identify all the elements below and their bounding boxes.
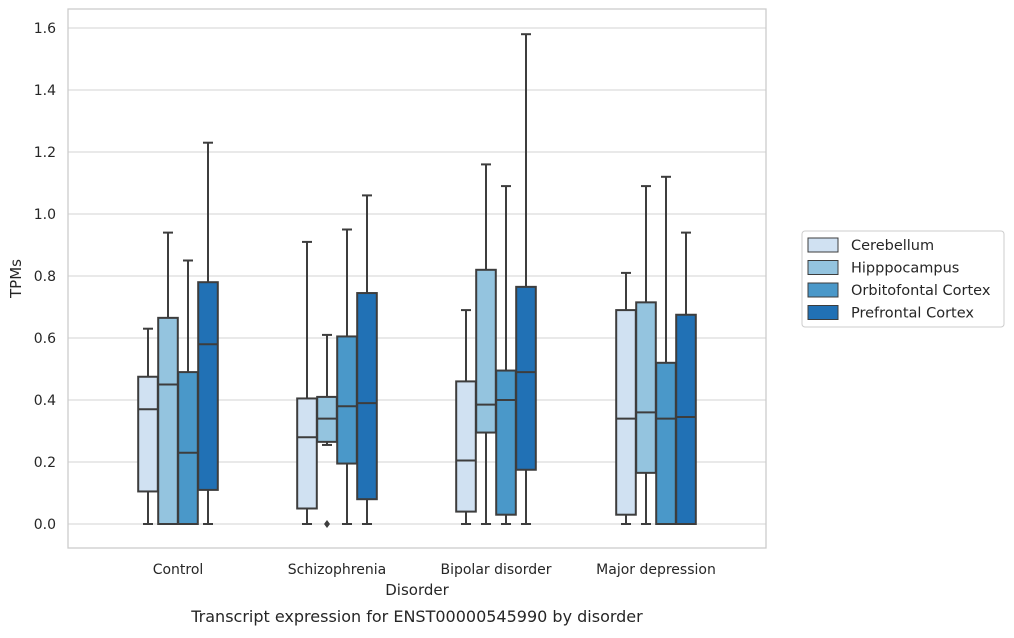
box-body — [475, 268, 497, 434]
y-tick-label: 0.0 — [34, 517, 56, 533]
legend-swatch-orbitofontal-cortex — [807, 282, 839, 298]
y-axis-ticks: 0.0 0.2 0.4 0.6 0.8 1.0 1.2 1.4 1.6 — [34, 21, 56, 533]
legend: Cerebellum Hipppocampus Orbitofontal Corte… — [801, 230, 1005, 328]
box-body — [356, 292, 378, 501]
y-tick-label: 0.4 — [34, 393, 56, 409]
box-cerebellum-bipolar-disorder — [455, 309, 477, 525]
box-prefrontal-cortex-schizophrenia — [356, 194, 378, 525]
box-body — [296, 397, 318, 510]
x-tick-label-bipolar-disorder: Bipolar disorder — [440, 562, 551, 578]
legend-swatch-cerebellum — [807, 237, 839, 253]
box-hipppocampus-major-depression — [635, 185, 657, 525]
box-prefrontal-cortex-major-depression — [675, 231, 697, 525]
outlier-point — [324, 520, 330, 528]
y-tick-label: 1.4 — [34, 83, 56, 99]
box-body — [197, 281, 219, 491]
x-axis-label: Disorder — [385, 581, 449, 599]
y-tick-label: 1.0 — [34, 207, 56, 223]
y-tick-label: 1.2 — [34, 145, 56, 161]
box-body — [635, 301, 657, 474]
x-tick-label-schizophrenia: Schizophrenia — [288, 562, 386, 578]
box-prefrontal-cortex-control — [197, 141, 219, 525]
box-orbitofontal-cortex-major-depression — [655, 175, 677, 525]
legend-frame — [801, 230, 1005, 328]
box-cerebellum-schizophrenia — [296, 240, 318, 525]
legend-label-orbitofontal-cortex: Orbitofontal Cortex — [851, 283, 991, 299]
legend-label-cerebellum: Cerebellum — [851, 238, 934, 254]
box-body — [495, 369, 517, 516]
legend-label-prefrontal-cortex: Prefrontal Cortex — [851, 306, 974, 322]
box-body — [157, 316, 179, 525]
y-tick-label: 0.8 — [34, 269, 56, 285]
box-body — [615, 309, 637, 516]
box-body — [137, 375, 159, 493]
box-cerebellum-control — [137, 327, 159, 525]
box-layer — [137, 33, 697, 528]
y-tick-label: 0.2 — [34, 455, 56, 471]
y-tick-label: 0.6 — [34, 331, 56, 347]
x-tick-label-major-depression: Major depression — [596, 562, 716, 578]
y-tick-label: 1.6 — [34, 21, 56, 37]
box-hipppocampus-control — [157, 231, 179, 525]
box-body — [675, 313, 697, 525]
box-body — [336, 335, 358, 465]
box-body — [515, 285, 537, 471]
box-orbitofontal-cortex-bipolar-disorder — [495, 185, 517, 525]
box-hipppocampus-bipolar-disorder — [475, 163, 497, 525]
box-hipppocampus-schizophrenia — [316, 333, 338, 528]
box-orbitofontal-cortex-control — [177, 259, 199, 525]
box-prefrontal-cortex-bipolar-disorder — [515, 33, 537, 525]
legend-swatch-hipppocampus — [807, 260, 839, 275]
chart-caption: Transcript expression for ENST0000054599… — [190, 607, 643, 626]
box-body — [455, 380, 477, 513]
x-tick-label-control: Control — [153, 562, 204, 578]
y-axis-label: TPMs — [7, 259, 25, 299]
box-body — [177, 371, 199, 525]
plot-frame — [67, 8, 767, 549]
legend-label-hipppocampus: Hipppocampus — [851, 261, 959, 277]
legend-swatch-prefrontal-cortex — [807, 305, 839, 320]
box-cerebellum-major-depression — [615, 271, 637, 525]
box-orbitofontal-cortex-schizophrenia — [336, 228, 358, 525]
x-axis-ticks: Control Schizophrenia Bipolar disorder Majo… — [153, 562, 716, 578]
box-body — [655, 361, 677, 525]
